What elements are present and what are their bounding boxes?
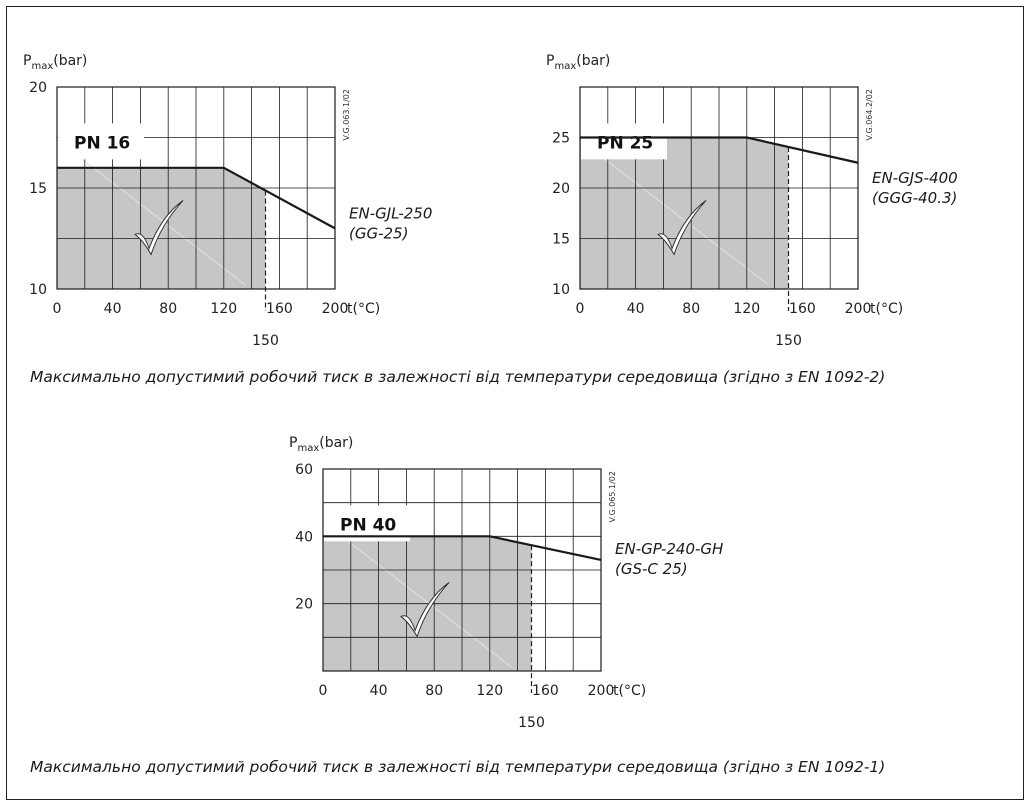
material-label: (GGG-40.3): [872, 189, 957, 207]
x-axis-label: t(°C): [347, 301, 380, 317]
x-tick-label: 200: [322, 301, 349, 317]
x-tick-label: 120: [476, 683, 503, 699]
pn-label: PN 16: [74, 133, 130, 153]
x-tick-label: 120: [210, 301, 237, 317]
x-tick-label: 40: [104, 301, 122, 317]
document-frame: [6, 6, 1024, 800]
allowed-region: [580, 137, 789, 289]
x-tick-label: 0: [319, 683, 328, 699]
y-tick-label: 15: [29, 181, 47, 197]
y-tick-label: 20: [295, 597, 313, 613]
material-label: (GG-25): [349, 224, 408, 242]
material-label: (GS-C 25): [615, 560, 688, 578]
x-tick-label: 160: [789, 301, 816, 317]
pressure-line: [57, 166, 336, 230]
checkmark-icon: [400, 582, 450, 638]
x-tick-label: 40: [370, 683, 388, 699]
plot-border: [579, 86, 859, 290]
x-tick-label: 160: [532, 683, 559, 699]
pn-label: PN 25: [597, 133, 653, 153]
limit-label: 150: [518, 715, 545, 731]
x-axis-label: t(°C): [870, 301, 903, 317]
material-label: EN-GJS-400: [872, 169, 958, 187]
caption-en1092-2: Максимально допустимий робочий тиск в за…: [30, 368, 886, 386]
x-tick-label: 0: [53, 301, 62, 317]
y-tick-label: 10: [29, 282, 47, 298]
region-sheen: [589, 147, 769, 286]
checkmark-icon: [657, 200, 707, 256]
y-tick-label: 20: [552, 181, 570, 197]
caption-en1092-1: Максимально допустимий робочий тиск в за…: [30, 758, 886, 776]
plot-border: [56, 86, 336, 290]
x-tick-label: 200: [588, 683, 615, 699]
y-tick-label: 20: [29, 80, 47, 96]
x-tick-label: 80: [159, 301, 177, 317]
region-sheen: [332, 529, 512, 668]
material-label: EN-GP-240-GH: [615, 540, 723, 558]
pn-label: PN 40: [340, 515, 396, 535]
y-axis-label: Pmax(bar): [546, 53, 610, 72]
y-axis-label: Pmax(bar): [289, 435, 353, 454]
x-axis-label: t(°C): [613, 683, 646, 699]
pressure-line: [580, 136, 859, 164]
material-label: EN-GJL-250: [349, 204, 432, 222]
x-tick-label: 160: [266, 301, 293, 317]
y-axis-label: Pmax(bar): [23, 53, 87, 72]
x-tick-label: 80: [682, 301, 700, 317]
y-tick-label: 60: [295, 462, 313, 478]
checkmark-icon: [134, 200, 184, 256]
x-tick-label: 0: [576, 301, 585, 317]
figure-code: V.G.063.1/02: [342, 89, 351, 141]
pn-label-box: [58, 123, 144, 160]
y-tick-label: 40: [295, 529, 313, 545]
figure-code: V.G.064.2/02: [865, 89, 874, 141]
y-tick-label: 15: [552, 232, 570, 248]
region-sheen: [66, 147, 246, 286]
figure-code: V.G.065.1/02: [608, 471, 617, 523]
limit-label: 150: [252, 333, 279, 349]
y-tick-label: 25: [552, 131, 570, 147]
plot-border: [322, 468, 602, 672]
y-tick-label: 10: [552, 282, 570, 298]
pn-label-box: [581, 123, 667, 160]
x-tick-label: 200: [845, 301, 872, 317]
pressure-line: [323, 535, 602, 561]
limit-label: 150: [775, 333, 802, 349]
x-tick-label: 120: [733, 301, 760, 317]
x-tick-label: 80: [425, 683, 443, 699]
x-tick-label: 40: [627, 301, 645, 317]
